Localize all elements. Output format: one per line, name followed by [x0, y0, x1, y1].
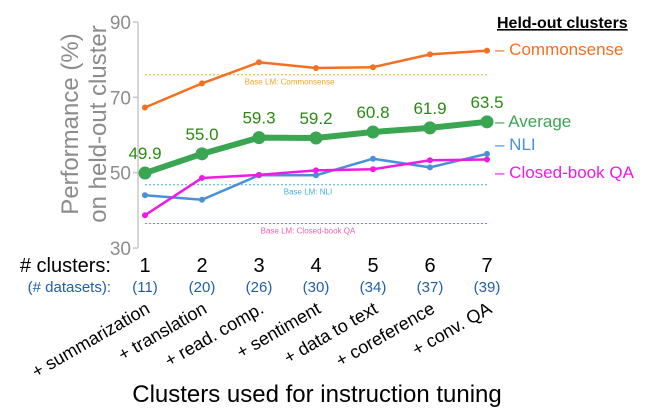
dataset-count: (37) [417, 279, 444, 296]
clusters-row-label: # clusters: [20, 255, 111, 277]
legend-title: Held-out clusters [497, 15, 628, 32]
point-nli [370, 155, 376, 162]
point-average [423, 121, 437, 135]
point-commonsense [256, 59, 262, 66]
point-average [366, 125, 380, 139]
data-label-average: 55.0 [185, 125, 218, 144]
x-tick-label: 3 [253, 255, 264, 277]
point-nli [142, 192, 148, 199]
point-average [195, 147, 209, 161]
dataset-counts: (11) (20) (26) (30) (34) (37) (39) [132, 279, 500, 296]
dataset-count: (11) [132, 279, 158, 296]
baseline-label-base-lm-nli: Base LM: NLI [284, 188, 332, 197]
point-closed-book-qa [256, 171, 262, 178]
y-axis-label-line-1: Performance (%) [57, 33, 84, 214]
dataset-count: (26) [246, 279, 273, 296]
legend-entry-commonsense: – Commonsense [495, 40, 624, 59]
dataset-count: (34) [360, 279, 387, 296]
x-tick-label: 6 [424, 255, 435, 277]
x-tick-labels: 1 2 3 4 5 6 7 [139, 255, 492, 277]
data-label-average: 61.9 [413, 99, 446, 118]
y-tick-label: 30 [110, 239, 131, 260]
baseline-label-base-lm-closed-book-qa: Base LM: Closed-book QA [261, 227, 356, 236]
point-commonsense [370, 64, 376, 71]
data-label-average: 49.9 [128, 144, 161, 163]
point-closed-book-qa [370, 166, 376, 173]
point-commonsense [427, 51, 433, 58]
legend-entry-average: – Average [495, 112, 571, 131]
x-axis-label: Clusters used for instruction tuning [132, 381, 502, 408]
y-axis-label-line-2: on held-out cluster [85, 25, 112, 222]
x-tick-label: 7 [481, 255, 492, 277]
y-tick-labels: 30 50 70 90 [110, 13, 138, 260]
x-tick-label: 4 [310, 255, 321, 277]
point-nli [199, 196, 205, 203]
point-average [309, 131, 323, 145]
point-closed-book-qa [484, 156, 490, 163]
average-data-labels: 49.9 55.0 59.3 59.2 60.8 61.9 63.5 [128, 93, 503, 163]
legend-entry-closed-book-qa: – Closed-book QA [495, 163, 635, 182]
point-commonsense [199, 80, 205, 87]
y-tick-label: 50 [110, 164, 131, 185]
x-tick-label: 2 [196, 255, 207, 277]
point-commonsense [313, 64, 319, 71]
cluster-names: + summarization+ translation+ read. comp… [28, 298, 495, 382]
series-lines [138, 47, 494, 219]
y-tick-label: 90 [110, 13, 131, 34]
x-tick-label: 1 [139, 255, 150, 277]
point-closed-book-qa [142, 212, 148, 219]
point-nli [484, 150, 490, 157]
point-closed-book-qa [199, 174, 205, 181]
dataset-count: (39) [474, 279, 501, 296]
point-closed-book-qa [427, 157, 433, 164]
baselines: Base LM: Commonsense Base LM: NLI Base LM:… [145, 74, 487, 236]
point-average [138, 166, 152, 180]
x-tick-label: 5 [367, 255, 378, 277]
legend: Held-out clusters – Commonsense – Average… [495, 15, 635, 182]
dataset-count: (20) [189, 279, 216, 296]
point-average [480, 115, 494, 129]
baseline-label-base-lm-commonsense: Base LM: Commonsense [245, 78, 335, 87]
point-closed-book-qa [313, 167, 319, 174]
point-commonsense [484, 47, 490, 54]
y-tick-label: 70 [110, 88, 131, 109]
dataset-count: (30) [303, 279, 330, 296]
data-label-average: 63.5 [470, 93, 503, 112]
point-nli [313, 172, 319, 179]
datasets-row-label: (# datasets): [28, 279, 111, 296]
data-label-average: 59.3 [242, 109, 275, 128]
point-nli [427, 164, 433, 171]
data-label-average: 59.2 [299, 109, 332, 128]
point-average [252, 131, 266, 145]
data-label-average: 60.8 [356, 103, 389, 122]
point-commonsense [142, 104, 148, 111]
legend-entry-nli: – NLI [495, 135, 536, 154]
